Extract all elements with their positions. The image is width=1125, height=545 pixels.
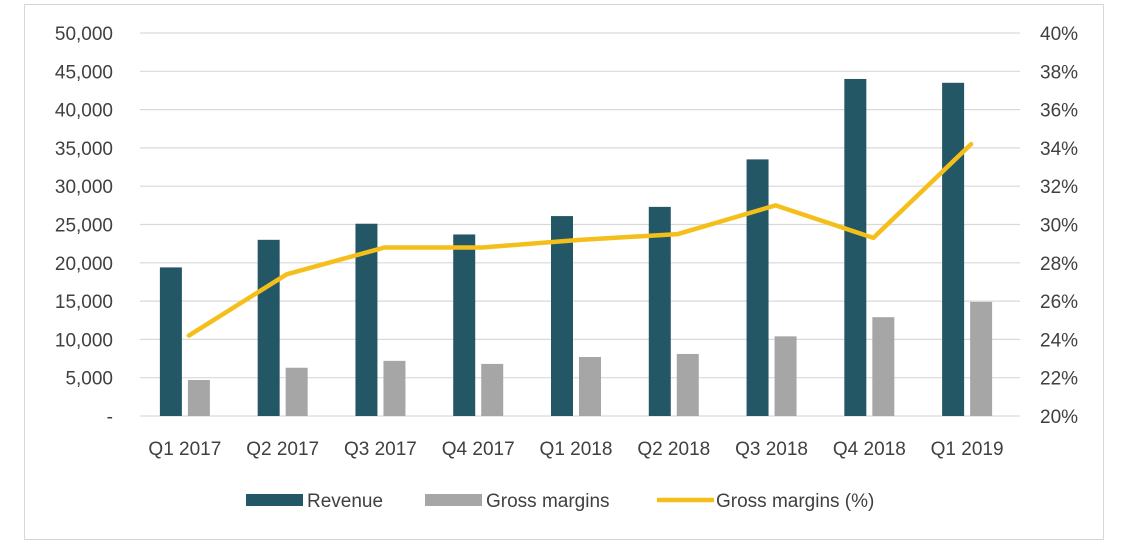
revenue-bar [648,206,671,416]
x-tick-label: Q3 2018 [735,439,808,460]
y-left-tick-label: 5,000 [65,369,113,390]
gross-margins-bar [285,367,308,416]
revenue-bar [159,267,182,416]
x-tick-label: Q3 2017 [344,439,417,460]
y-right-tick-label: 40% [1040,24,1078,45]
y-left-tick-label: 20,000 [55,254,113,275]
gross-margins-bar [676,353,699,416]
legend-label-revenue: Revenue [307,491,383,512]
gross-margins-bar [774,336,797,416]
legend: Revenue Gross margins Gross margins (%) [246,491,874,512]
revenue-bar [746,159,769,416]
y-left-tick-label: 15,000 [55,292,113,313]
revenue-bar [257,239,280,416]
legend-label-gross-margins-pct: Gross margins (%) [716,491,874,512]
x-tick-label: Q1 2018 [540,439,613,460]
legend-label-gross-margins: Gross margins [486,491,610,512]
y-right-tick-label: 30% [1040,216,1078,237]
y-right-tick-label: 32% [1040,177,1078,198]
gross-margins-bar [579,357,601,416]
y-left-tick-label: 45,000 [55,62,113,83]
y-left-tick-label: 40,000 [55,101,113,122]
legend-swatch-revenue [246,494,303,506]
revenue-bar [551,216,573,416]
x-tick-label: Q4 2018 [833,439,906,460]
y-right-tick-label: 24% [1040,330,1078,351]
y-left-tick-label: - [107,407,113,428]
y-right-tick-label: 36% [1040,101,1078,122]
revenue-bar [453,234,476,416]
x-tick-label: Q2 2017 [246,439,319,460]
axes: - 5,000 10,000 15,000 20,000 25,000 30,000 35,0… [55,24,1078,460]
bars [159,78,993,417]
gross-margins-bar [872,317,895,416]
y-right-tick-label: 28% [1040,254,1078,275]
legend-swatch-gross-margins [425,494,482,506]
revenue-bar [942,82,965,416]
combo-chart: - 5,000 10,000 15,000 20,000 25,000 30,000 35,0… [55,24,1078,512]
gross-margins-bar [383,360,406,416]
y-right-tick-label: 20% [1040,407,1078,428]
chart-frame: - 5,000 10,000 15,000 20,000 25,000 30,000 35,0… [24,4,1104,540]
revenue-bar [355,223,378,416]
y-left-tick-label: 35,000 [55,139,113,160]
y-left-tick-label: 50,000 [55,24,113,45]
y-right-tick-label: 22% [1040,369,1078,390]
y-right-tick-label: 38% [1040,62,1078,83]
gross-margins-bar [481,363,504,416]
y-right-tick-label: 26% [1040,292,1078,313]
y-right-tick-label: 34% [1040,139,1078,160]
gross-margins-bar [187,379,210,416]
x-tick-label: Q2 2018 [637,439,710,460]
y-left-tick-label: 10,000 [55,330,113,351]
revenue-bar [844,78,867,417]
gross-margins-bar [970,301,993,416]
x-tick-label: Q1 2019 [931,439,1004,460]
margin-line [186,141,974,338]
x-tick-label: Q1 2017 [148,439,221,460]
x-tick-label: Q4 2017 [442,439,515,460]
y-left-tick-label: 25,000 [55,216,113,237]
y-left-tick-label: 30,000 [55,177,113,198]
